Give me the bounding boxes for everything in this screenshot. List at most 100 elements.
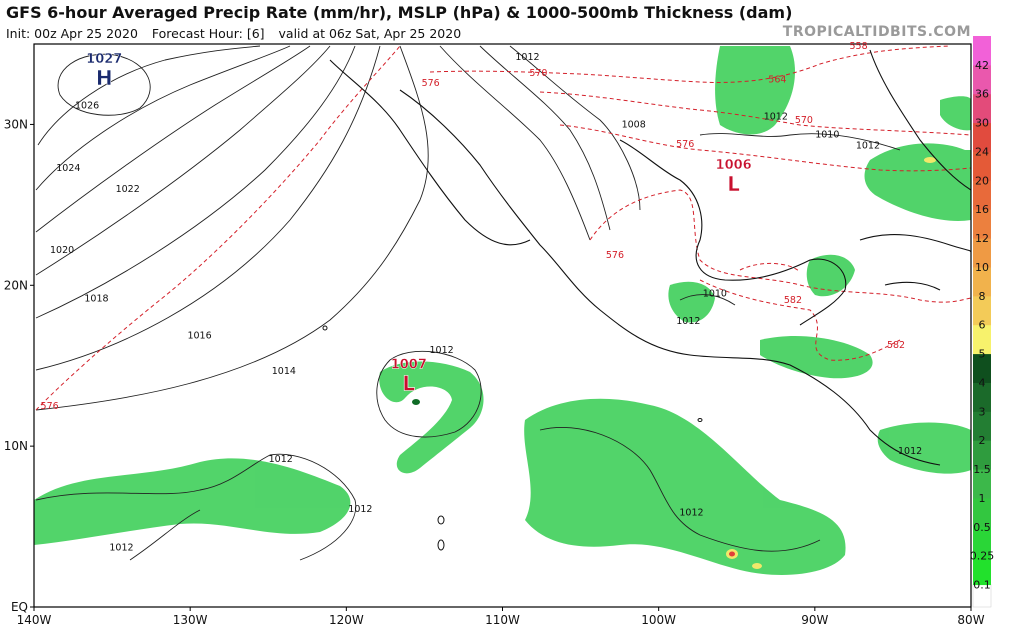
colorbar-label: 12 [975,232,989,245]
lon-tick-label: 80W [957,613,984,627]
isobar-label: 1012 [515,52,539,63]
thickness-lines [35,45,971,411]
isobar-labels: 1026 1024 1022 1020 1018 1016 1014 1012 1012 1012… [50,52,922,554]
colorbar-cell [973,411,991,441]
precip-colorbar: 0.1 0.25 0.5 1 1.5 2 3 4 5 6 8 10 12 16 20 24 30 36 42 [970,36,995,608]
coastlines [329,49,971,466]
isobar-label: 1012 [430,345,454,356]
precip-heavy-spots [412,157,936,569]
colorbar-label: 1.5 [973,463,991,476]
colorbar-cell [973,440,991,470]
isobar-label: 1012 [676,316,700,327]
colorbar-cell [973,497,991,528]
precip-caribbean-east [940,96,971,131]
thickness-label: 582 [784,295,802,306]
colorbar-cell [973,353,991,383]
lat-axis: EQ 10N 20N 30N [4,117,34,614]
isobar-label: 1012 [898,446,922,457]
colorbar-cell [973,324,991,355]
thickness-label: 576 [606,250,624,261]
precip-bahamas [864,143,971,221]
isobar-label: 1012 [348,504,372,515]
isobar-label: 1012 [764,112,788,123]
lat-tick-label: 20N [4,278,28,292]
colorbar-label: 0.25 [970,550,995,563]
islands [322,325,703,551]
chart-title: GFS 6-hour Averaged Precip Rate (mm/hr),… [6,3,793,22]
thickness-label: 570 [795,115,813,126]
thickness-label: 558 [849,41,867,52]
colorbar-cell [973,180,991,210]
isobar-label: 1016 [187,330,211,341]
isobar-label: 1024 [56,163,80,174]
isobar-label: 1026 [75,100,99,111]
isobars [35,45,901,561]
colorbar-cell [973,266,991,297]
isobar-label: 1018 [84,293,108,304]
colorbar-label: 1 [979,492,986,505]
thickness-label: 576 [676,139,694,150]
colorbar-cell [973,64,991,95]
valid-time: valid at 06z Sat, Apr 25 2020 [278,26,462,41]
pressure-symbol: L [727,172,740,196]
precip-panama [877,422,971,474]
lat-tick-label: EQ [11,600,28,614]
precip-itcz-east [524,398,846,575]
isobar-label: 1012 [856,141,880,152]
lon-tick-label: 110W [485,613,520,627]
precip-central-america [760,335,873,379]
isobar-label: 1020 [50,245,74,256]
subtitle: Init: 00z Apr 25 2020 Forecast Hour: [6]… [6,26,471,41]
colorbar-label: 5 [979,348,986,361]
colorbar-cell [973,151,991,181]
isobar-label: 1010 [815,129,839,140]
pressure-value: 1007 [391,358,427,373]
colorbar-label: 30 [975,117,989,130]
pressure-symbol: L [402,372,415,396]
colorbar-label: 0.1 [973,579,991,592]
colorbar-cell [973,555,991,586]
lon-tick-label: 100W [641,613,676,627]
colorbar-cell [973,36,991,66]
colorbar-label: 2 [979,434,986,447]
thickness-label: 576 [41,401,59,412]
colorbar-cell [973,526,991,557]
lat-tick-label: 10N [4,439,28,453]
colorbar-cell [973,93,991,124]
colorbar-cell [973,238,991,268]
colorbar-label: 4 [979,376,986,389]
colorbar-label: 6 [979,319,986,332]
lon-tick-label: 130W [173,613,208,627]
lon-tick-label: 140W [17,613,52,627]
colorbar-label: 3 [979,405,986,418]
colorbar-label: 16 [975,203,989,216]
precip-areas [34,46,971,575]
colorbar-label: 42 [975,59,989,72]
pressure-symbol: H [96,66,113,90]
lon-tick-label: 90W [801,613,828,627]
colorbar-label: 24 [975,145,989,158]
thickness-labels: 576 570 564 558 570 576 576 576 582 582 [41,41,906,412]
thickness-label: 564 [768,75,786,86]
precip-gulf-east [715,46,795,135]
colorbar-label: 20 [975,174,989,187]
precip-itcz-west [34,458,351,545]
isobar-label: 1010 [703,289,727,300]
precip-mexico [668,281,715,323]
thickness-label: 582 [887,340,905,351]
isobar-label: 1014 [272,366,296,377]
brand-watermark[interactable]: TROPICALTIDBITS.COM [782,24,971,40]
isobar-label: 1012 [269,454,293,465]
init-time: Init: 00z Apr 25 2020 [6,26,138,41]
colorbar-label: 10 [975,261,989,274]
isobar-label: 1012 [679,507,703,518]
colorbar-label: 8 [979,290,986,303]
pressure-value: 1027 [86,52,122,67]
colorbar-cell [973,295,991,326]
pressure-value: 1006 [716,158,752,173]
precip-tropical-low [379,361,484,474]
